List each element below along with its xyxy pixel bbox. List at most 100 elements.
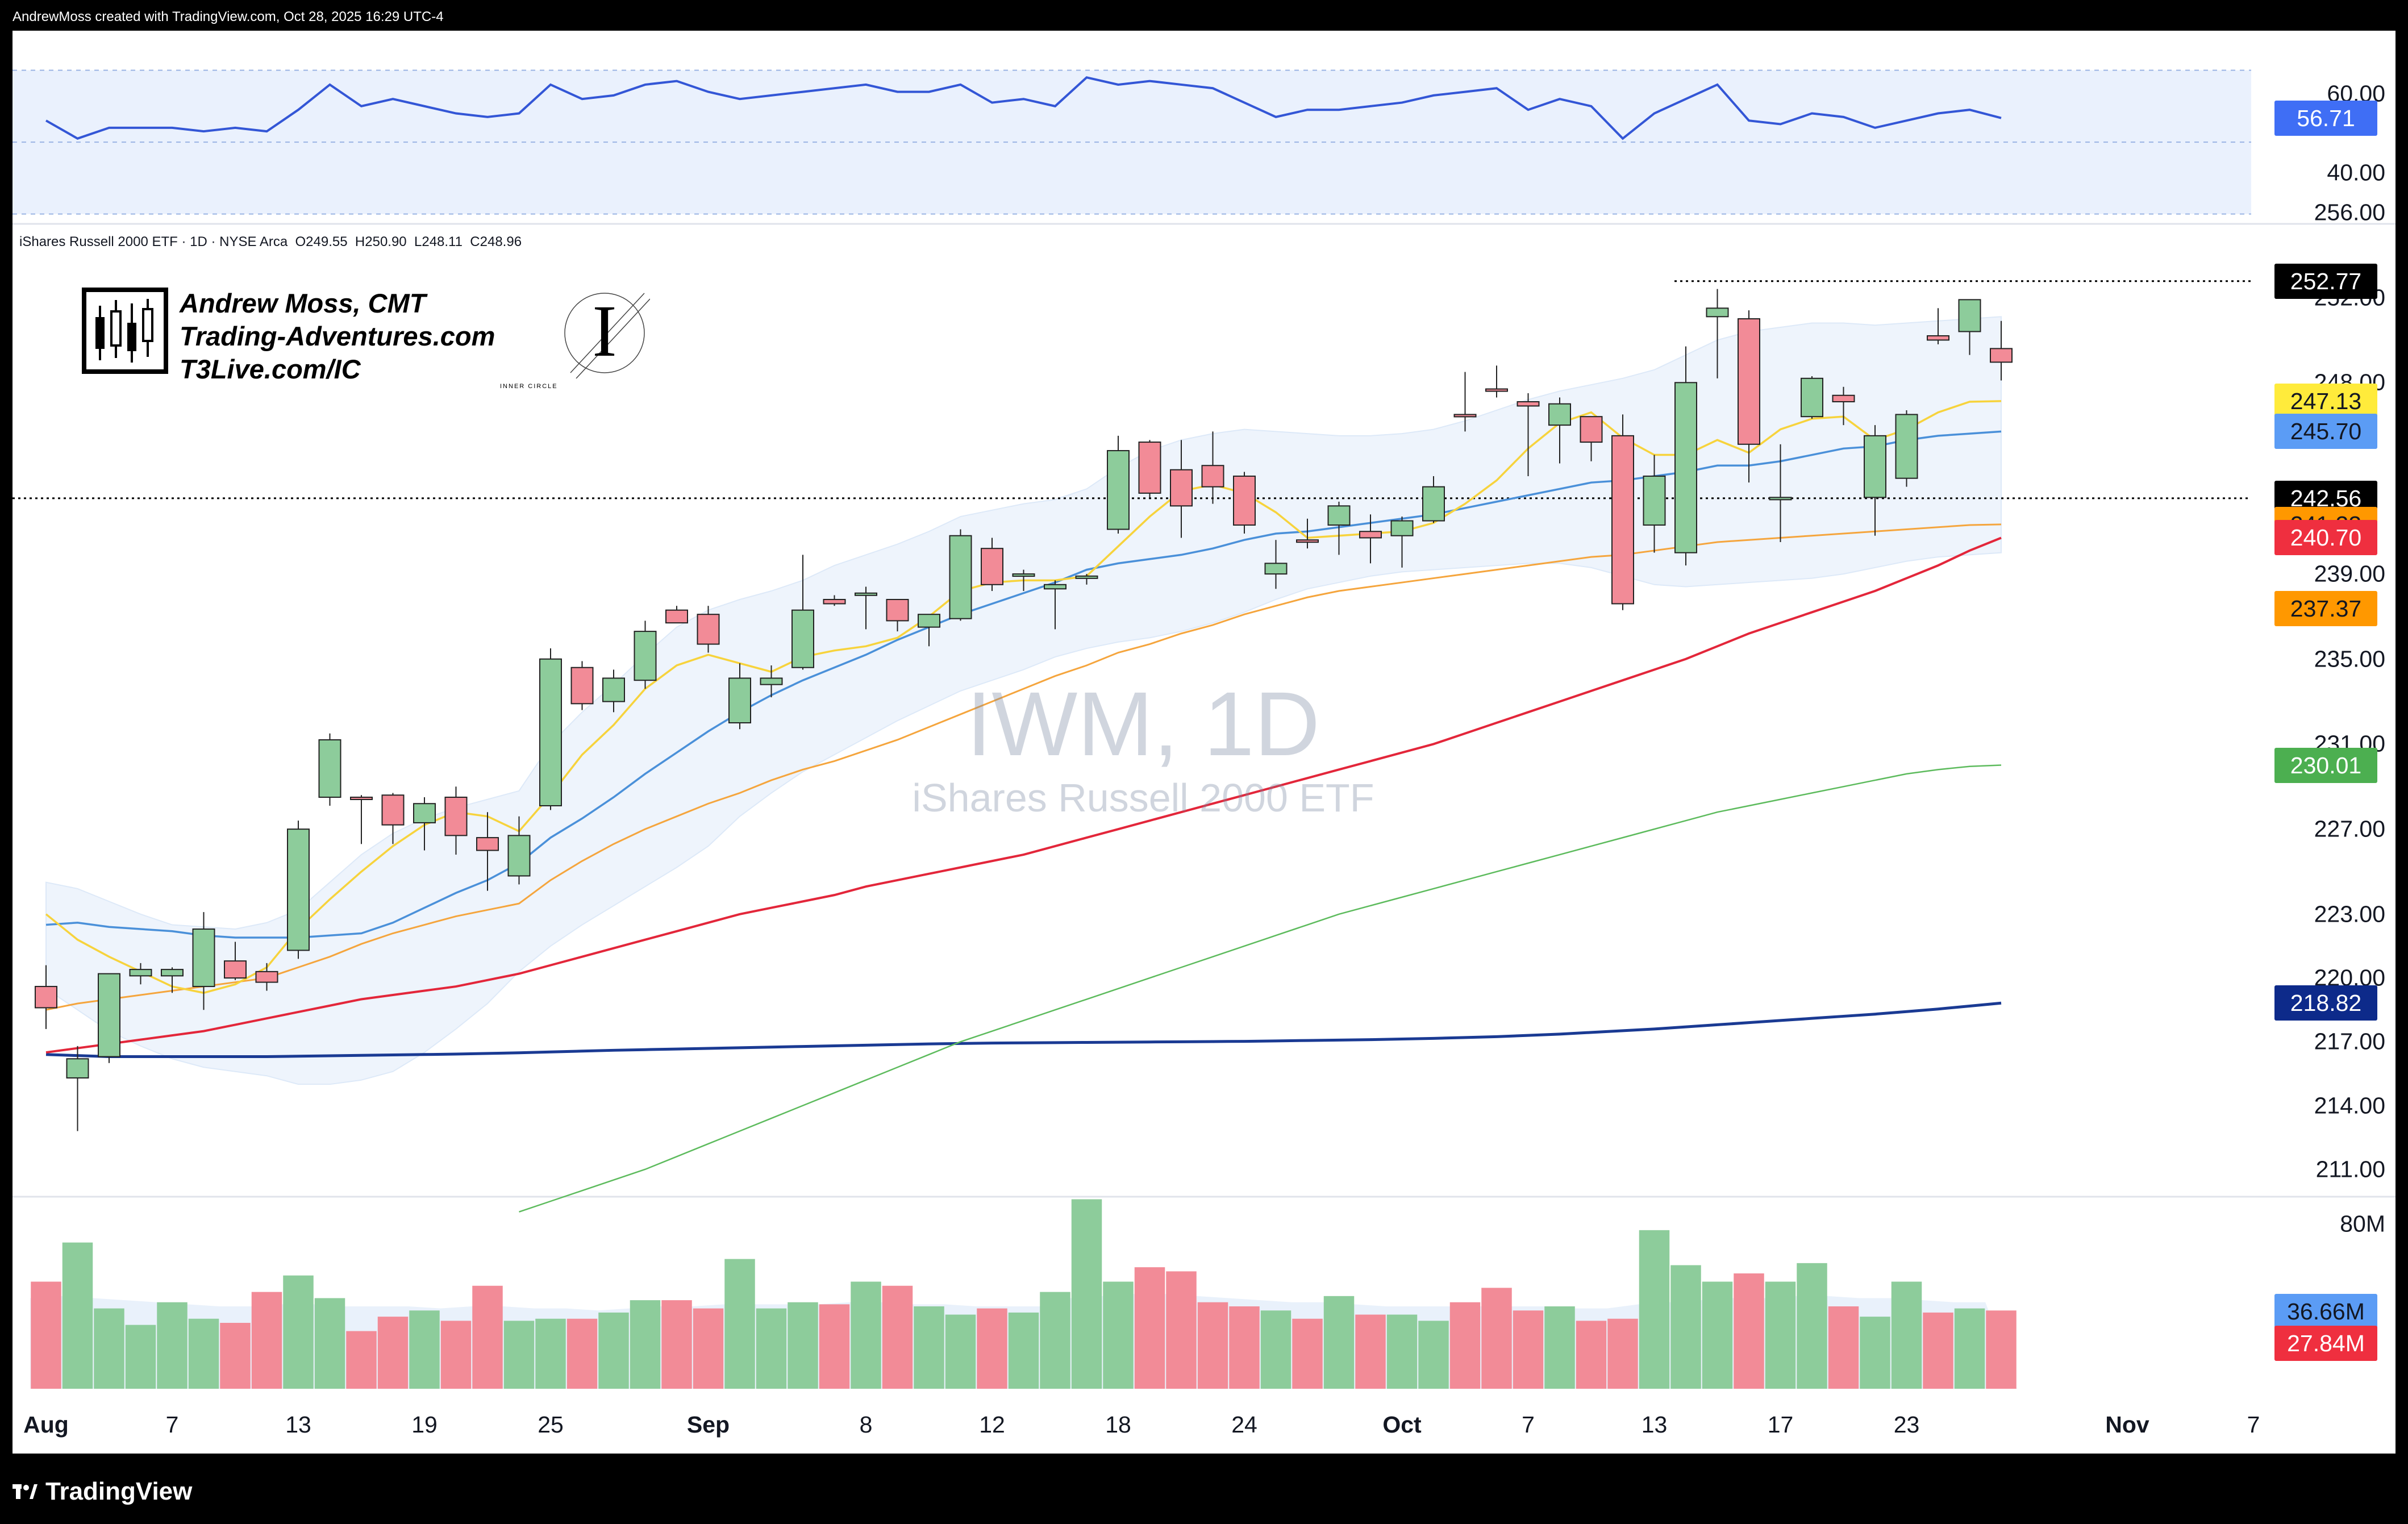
candle-body xyxy=(539,658,562,806)
volume-bar xyxy=(693,1308,724,1389)
volume-bar xyxy=(62,1242,93,1389)
candle-body xyxy=(1485,388,1508,392)
candle-body xyxy=(760,677,783,685)
candle-body xyxy=(1643,475,1666,526)
candle-body xyxy=(1107,450,1130,530)
date-axis-label: 7 xyxy=(2247,1411,2260,1438)
candle-body xyxy=(413,803,436,823)
volume-bar xyxy=(31,1281,61,1389)
candle-body xyxy=(918,614,940,628)
candle-body xyxy=(224,960,247,979)
volume-bar xyxy=(914,1306,944,1389)
ma200-line xyxy=(45,1001,2002,1059)
svg-text:I: I xyxy=(592,290,616,372)
volume-bar xyxy=(1449,1302,1481,1389)
rsi-tag: 56.71 xyxy=(2274,100,2377,136)
price-axis-label: 239.00 xyxy=(2314,560,2385,587)
volume-bar xyxy=(1891,1281,1922,1389)
chart-frame: iShares Russell 2000 ETF · 1D · NYSE Arc… xyxy=(13,31,2395,1454)
candle-body xyxy=(1548,403,1571,426)
volume-bar xyxy=(788,1302,818,1389)
price-tag: 230.01 xyxy=(2274,747,2377,783)
volume-bar xyxy=(251,1292,282,1389)
candle-body xyxy=(381,794,405,826)
volume-bar xyxy=(1040,1292,1070,1389)
rsi-line xyxy=(45,76,2002,140)
price-axis-label: 223.00 xyxy=(2314,901,2385,927)
volume-bar xyxy=(1355,1314,1386,1389)
brand-ic: T3Live.com/IC xyxy=(180,354,361,384)
volume-bar xyxy=(630,1300,661,1389)
candle-body xyxy=(981,548,1003,585)
volume-bar xyxy=(503,1321,535,1389)
price-axis-label: 214.00 xyxy=(2314,1092,2385,1119)
volume-bar xyxy=(1765,1281,1796,1389)
volume-bar xyxy=(1071,1199,1102,1389)
candle-body xyxy=(66,1058,89,1079)
volume-bar xyxy=(1197,1302,1228,1389)
candle-body xyxy=(444,797,468,836)
candle-body xyxy=(507,835,531,877)
price-axis-label: 256.00 xyxy=(2314,199,2385,226)
candle-body xyxy=(1611,435,1634,605)
date-axis-label: 12 xyxy=(979,1411,1005,1438)
price-tag: 240.70 xyxy=(2274,520,2377,556)
watermark-subtitle: iShares Russell 2000 ETF xyxy=(912,776,1374,820)
candle-body xyxy=(1012,573,1035,577)
volume-bar xyxy=(220,1323,251,1389)
volume-bar xyxy=(1702,1281,1733,1389)
volume-bar xyxy=(819,1304,850,1389)
volume-bar xyxy=(661,1300,692,1389)
volume-bar xyxy=(1008,1312,1039,1389)
volume-bar xyxy=(346,1331,377,1389)
price-axis-label: 217.00 xyxy=(2314,1028,2385,1055)
candle-body xyxy=(949,535,972,619)
volume-bar xyxy=(977,1308,1007,1389)
candle-body xyxy=(728,677,751,724)
volume-bar xyxy=(157,1302,188,1389)
date-axis-label: 24 xyxy=(1231,1411,1257,1438)
volume-bar xyxy=(440,1321,472,1389)
volume-bar xyxy=(283,1275,314,1389)
candle-body xyxy=(570,667,594,705)
candle-body xyxy=(1738,318,1760,445)
candle-body xyxy=(476,837,499,851)
volume-bar xyxy=(851,1281,881,1389)
volume-bar xyxy=(1513,1310,1544,1389)
tradingview-logo-icon xyxy=(13,1484,38,1499)
volume-bar xyxy=(1954,1308,1985,1389)
candle-body xyxy=(1138,442,1161,494)
candle-body xyxy=(665,609,688,624)
volume-bar xyxy=(377,1317,409,1389)
volume-bar xyxy=(1734,1273,1764,1389)
volume-bar xyxy=(1639,1230,1670,1389)
candle-body xyxy=(1895,414,1918,479)
candle-body xyxy=(1170,469,1193,507)
candle-body xyxy=(855,592,877,596)
date-axis-label: 17 xyxy=(1767,1411,1794,1438)
symbol-legend[interactable]: iShares Russell 2000 ETF · 1D · NYSE Arc… xyxy=(19,234,522,249)
volume-bar xyxy=(1986,1310,2017,1389)
candle-body xyxy=(1359,531,1382,539)
chart-canvas[interactable] xyxy=(13,31,2395,1454)
candle-body xyxy=(161,969,184,977)
volume-bar xyxy=(1544,1306,1575,1389)
candlestick-logo xyxy=(82,288,168,374)
candle-body xyxy=(823,598,846,605)
date-axis-label: 25 xyxy=(538,1411,564,1438)
tradingview-brand: TradingView xyxy=(45,1477,193,1505)
volume-bar xyxy=(472,1285,503,1389)
volume-bar xyxy=(1828,1306,1859,1389)
candle-body xyxy=(1327,505,1351,526)
price-axis-label: 235.00 xyxy=(2314,646,2385,672)
volume-bar xyxy=(535,1318,566,1389)
candle-body xyxy=(1044,584,1066,590)
volume-bar xyxy=(1229,1306,1260,1389)
candle-body xyxy=(1233,475,1256,526)
volume-bar xyxy=(945,1314,976,1389)
date-axis-label: 13 xyxy=(285,1411,311,1438)
candle-body xyxy=(35,986,57,1009)
volume-bar xyxy=(188,1318,219,1389)
volume-bar xyxy=(1923,1312,1953,1389)
volume-bar xyxy=(566,1318,598,1389)
